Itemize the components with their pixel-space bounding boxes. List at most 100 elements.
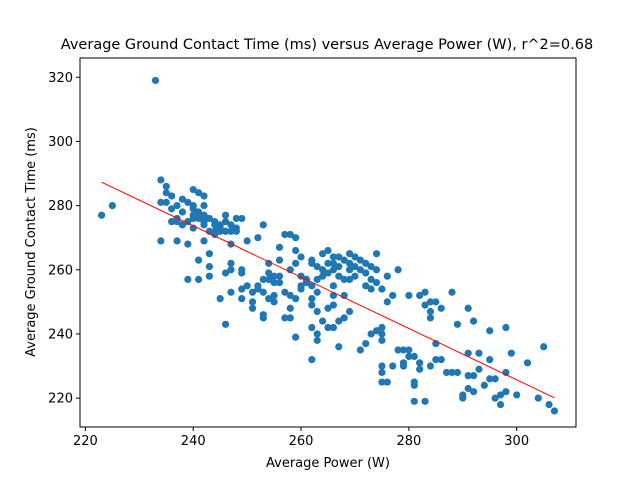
data-point [292, 246, 300, 255]
data-point [453, 320, 461, 328]
data-point [329, 282, 337, 290]
data-point [313, 330, 321, 338]
data-point [351, 253, 359, 261]
data-point [475, 349, 483, 357]
data-point [270, 279, 278, 287]
data-point [335, 272, 343, 280]
data-point [437, 304, 445, 312]
data-point [195, 214, 203, 223]
data-point [383, 298, 391, 306]
x-tick-label: 220 [73, 434, 98, 449]
data-point [550, 407, 559, 415]
data-point [534, 394, 542, 402]
data-point [432, 298, 440, 306]
data-point [189, 205, 197, 213]
data-point [259, 314, 267, 322]
y-tick-label: 240 [48, 327, 73, 342]
data-point [372, 327, 381, 335]
data-point [324, 246, 332, 255]
data-point [356, 346, 364, 354]
data-point [345, 266, 354, 274]
plot-area [79, 57, 577, 428]
x-tick-label: 300 [504, 434, 529, 449]
data-point [162, 182, 170, 190]
data-point [319, 272, 327, 280]
x-tick-label: 280 [396, 434, 421, 449]
data-point [378, 330, 386, 338]
data-point [205, 262, 213, 271]
data-point [168, 218, 176, 226]
y-tick-label: 300 [48, 135, 73, 150]
data-point [507, 349, 515, 357]
data-point [308, 282, 316, 290]
x-axis: 220 240 260 280 300 [73, 427, 529, 449]
data-point [216, 295, 224, 303]
data-point [464, 384, 472, 393]
data-point [345, 275, 354, 283]
data-point [378, 378, 386, 386]
data-point [200, 202, 208, 210]
data-point [464, 304, 472, 312]
data-point [383, 272, 391, 280]
data-point [308, 356, 316, 364]
data-point [162, 198, 170, 206]
data-point [421, 397, 429, 405]
data-point [486, 356, 494, 364]
chart-title: Average Ground Contact Time (ms) versus … [61, 37, 593, 53]
data-point [410, 397, 418, 405]
data-point [216, 227, 224, 235]
data-point [178, 221, 187, 229]
data-point [216, 221, 224, 229]
data-point [227, 227, 235, 235]
data-point [292, 295, 300, 303]
data-point [383, 378, 391, 386]
data-point [281, 288, 289, 296]
data-point [362, 269, 370, 277]
data-point [178, 195, 187, 203]
data-point [324, 304, 332, 312]
data-point [426, 298, 435, 306]
x-axis-label: Average Power (W) [266, 456, 390, 471]
data-point [399, 362, 408, 370]
data-point [405, 291, 413, 300]
data-point [480, 381, 488, 389]
data-point [238, 269, 246, 277]
data-point [389, 291, 397, 300]
data-point [248, 298, 257, 306]
data-point [329, 266, 337, 274]
data-point [211, 230, 219, 239]
data-point [275, 272, 284, 280]
data-point [248, 288, 257, 296]
regression-line [101, 181, 555, 399]
data-point [173, 202, 181, 210]
data-point [362, 259, 370, 267]
data-point [205, 214, 213, 223]
data-point [184, 275, 192, 283]
data-point [259, 275, 267, 283]
data-point [248, 304, 257, 312]
data-point [545, 400, 553, 409]
data-point [319, 250, 327, 258]
data-point [351, 272, 359, 280]
data-point [281, 314, 289, 322]
data-point [200, 192, 208, 200]
data-point [184, 198, 192, 206]
data-point [238, 295, 246, 303]
data-point [335, 253, 343, 261]
data-point [410, 381, 418, 389]
data-point [189, 211, 197, 219]
data-point [335, 262, 343, 271]
data-point [502, 323, 510, 332]
data-point [238, 285, 246, 293]
data-point [151, 76, 160, 85]
data-point [324, 259, 332, 267]
data-point [502, 388, 510, 396]
data-point [227, 259, 235, 267]
data-point [486, 375, 494, 383]
data-point [97, 211, 106, 219]
data-point [162, 189, 170, 197]
data-point [362, 339, 370, 348]
data-point [362, 282, 370, 290]
data-point [108, 202, 116, 210]
data-point [378, 336, 386, 344]
